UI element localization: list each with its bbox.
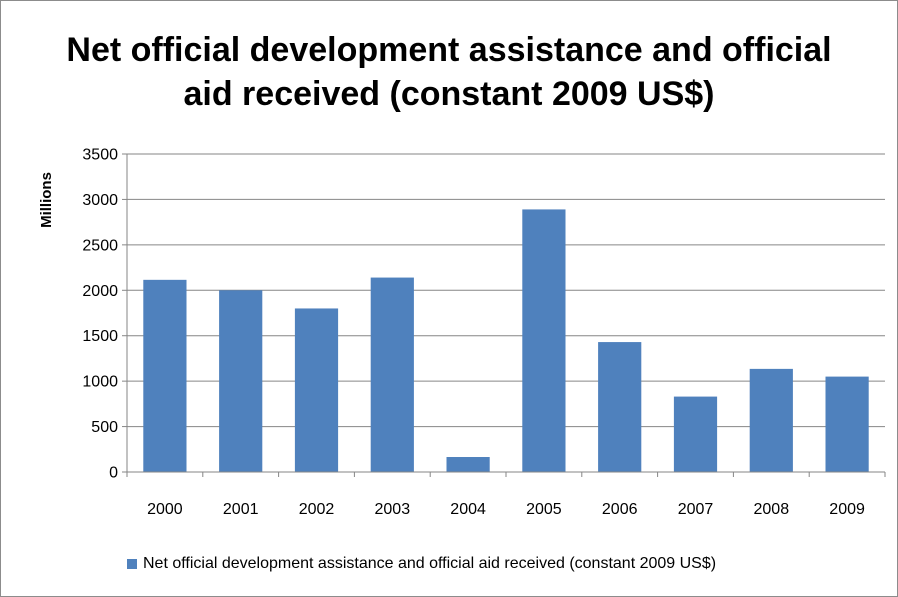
x-tick-label: 2009: [829, 501, 865, 518]
bar-2007: [673, 396, 718, 472]
y-tick-label: 2500: [82, 237, 118, 254]
y-tick-label: 0: [109, 465, 118, 482]
bar-2003: [370, 277, 414, 472]
x-tick-label: 2001: [223, 501, 259, 518]
y-tick-label: 1500: [82, 328, 118, 345]
bars: [143, 209, 869, 472]
y-tick-label: 2000: [82, 283, 118, 300]
bar-2005: [522, 209, 566, 472]
bar-2004: [446, 457, 490, 472]
legend: Net official development assistance and …: [127, 555, 716, 573]
x-tick-label: 2002: [299, 501, 335, 518]
x-tick-label: 2003: [375, 501, 411, 518]
chart-title-line-2: aid received (constant 2009 US$): [183, 75, 715, 113]
x-tick-label: 2000: [147, 501, 183, 518]
y-axis-title: Millions: [38, 172, 55, 228]
bar-2008: [749, 368, 793, 472]
bar-2006: [598, 342, 642, 472]
chart-title: Net official development assistance and …: [0, 28, 898, 116]
x-tick-label: 2004: [450, 501, 486, 518]
x-tick-label: 2006: [602, 501, 638, 518]
chart-title-line-1: Net official development assistance and …: [66, 31, 832, 69]
axes: [122, 153, 886, 477]
bar-2009: [825, 376, 869, 472]
y-tick-label: 3500: [82, 147, 118, 164]
legend-label: Net official development assistance and …: [143, 555, 717, 572]
tick-labels: 0 500 1000 1500 2000 2500 3000 3500 2000 2001 2002…: [82, 147, 865, 519]
bar-2002: [294, 308, 339, 472]
y-tick-label: 1000: [82, 374, 118, 391]
y-tick-label: 3000: [82, 192, 118, 209]
x-tick-label: 2007: [678, 501, 714, 518]
bar-2001: [219, 290, 263, 472]
x-tick-label: 2005: [526, 501, 562, 518]
x-tick-label: 2008: [754, 501, 790, 518]
bar-2000: [143, 279, 187, 472]
y-tick-label: 500: [91, 419, 118, 436]
legend-swatch: [127, 559, 137, 569]
